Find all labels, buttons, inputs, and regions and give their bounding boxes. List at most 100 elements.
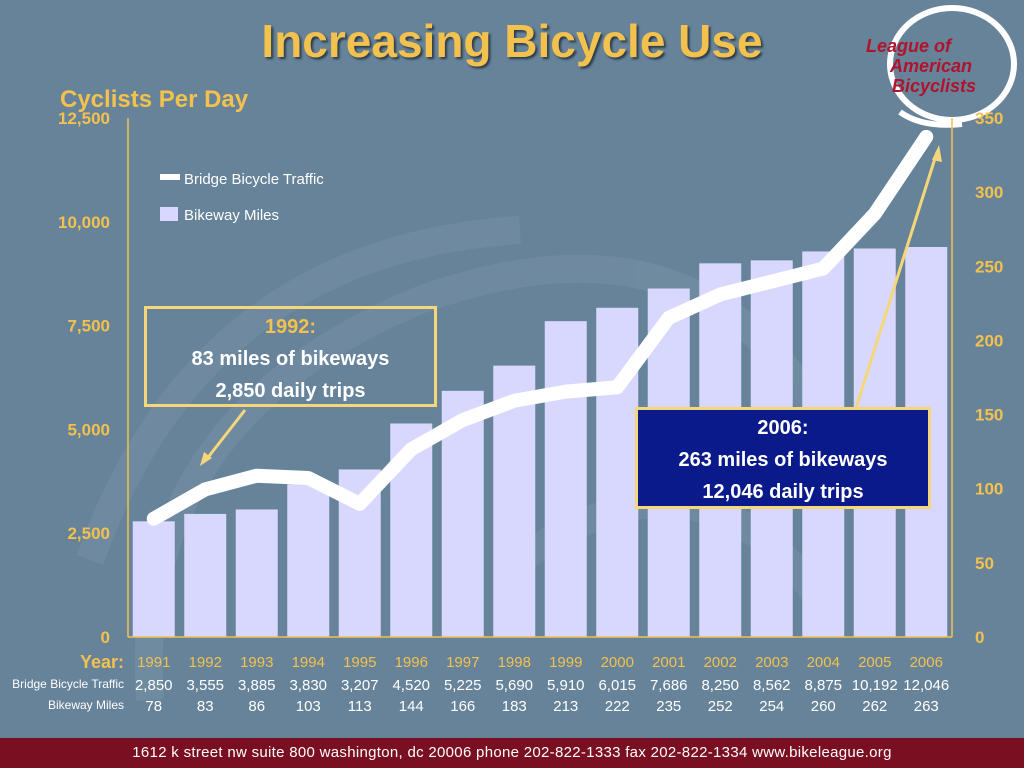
miles-cell: 166 <box>450 698 476 715</box>
year-cell: 2000 <box>600 654 634 671</box>
traffic-cell: 2,850 <box>134 677 173 694</box>
year-cell: 2005 <box>858 654 892 671</box>
year-cell: 1994 <box>291 654 325 671</box>
callout-1992-miles: 83 miles of bikeways <box>191 348 390 370</box>
arrowhead-2006 <box>932 145 942 162</box>
miles-cell: 103 <box>295 698 321 715</box>
traffic-cell: 5,910 <box>546 677 585 694</box>
traffic-point-2004 <box>822 267 825 270</box>
year-cell: 1991 <box>137 654 171 671</box>
miles-cell: 252 <box>707 698 733 715</box>
right-tick-label: 50 <box>975 554 994 573</box>
traffic-cell: 12,046 <box>903 677 950 694</box>
traffic-point-2001 <box>667 316 670 319</box>
miles-cell: 213 <box>553 698 579 715</box>
traffic-cell: 8,250 <box>701 677 740 694</box>
left-tick-label: 10,000 <box>58 213 110 232</box>
logo-line-1: League of <box>866 36 953 56</box>
traffic-point-2005 <box>873 212 876 215</box>
traffic-point-1993 <box>255 474 258 477</box>
y-axis-title: Cyclists Per Day <box>60 86 249 113</box>
callout-2006-trips: 12,046 daily trips <box>702 481 864 503</box>
callout-2006: 2006: 263 miles of bikeways 12,046 daily… <box>635 407 931 509</box>
traffic-point-1998 <box>513 399 516 402</box>
bar-1991 <box>132 521 175 637</box>
legend-bar-swatch <box>160 207 178 221</box>
legend-bar-label: Bikeway Miles <box>184 207 279 224</box>
traffic-cell: 3,885 <box>237 677 276 694</box>
traffic-cell: 3,830 <box>289 677 328 694</box>
miles-row-label: Bikeway Miles <box>47 698 124 712</box>
traffic-cell: 5,225 <box>443 677 482 694</box>
miles-cell: 235 <box>656 698 682 715</box>
miles-cell: 83 <box>196 698 214 715</box>
miles-cell: 254 <box>759 698 785 715</box>
traffic-point-2006 <box>925 135 928 138</box>
traffic-point-1997 <box>461 419 464 422</box>
traffic-cell: 3,207 <box>340 677 379 694</box>
traffic-point-1996 <box>410 448 413 451</box>
callout-1992-heading: 1992: <box>264 316 317 338</box>
year-cell: 1992 <box>188 654 222 671</box>
callout-2006-miles: 263 miles of bikeways <box>678 449 888 471</box>
right-tick-label: 150 <box>975 406 1003 425</box>
traffic-line <box>146 129 934 526</box>
year-cell: 1998 <box>497 654 531 671</box>
right-tick-label: 200 <box>975 331 1003 350</box>
legend-line-swatch <box>160 174 180 180</box>
left-tick-label: 2,500 <box>67 524 110 543</box>
year-cell: 1996 <box>394 654 428 671</box>
traffic-cell: 6,015 <box>598 677 637 694</box>
right-tick-label: 300 <box>975 183 1003 202</box>
right-tick-label: 100 <box>975 480 1003 499</box>
line-series <box>146 129 934 526</box>
traffic-cell: 8,875 <box>804 677 843 694</box>
year-cell: 2004 <box>806 654 840 671</box>
right-tick-label: 350 <box>975 109 1003 128</box>
league-logo: League of American Bicyclists <box>852 4 1024 134</box>
chart-axes: 0 2,500 5,000 7,500 10,000 12,500 0 50 100 150 200… <box>58 109 1003 647</box>
traffic-cell: 5,690 <box>495 677 534 694</box>
traffic-point-1991 <box>152 517 155 520</box>
traffic-cell: 10,192 <box>851 677 898 694</box>
traffic-row-label: Bridge Bicycle Traffic <box>12 677 124 691</box>
miles-cell: 78 <box>145 698 163 715</box>
traffic-point-2003 <box>770 280 773 283</box>
logo-line-3: Bicyclists <box>892 76 976 96</box>
miles-cell: 222 <box>604 698 630 715</box>
miles-cell: 263 <box>913 698 939 715</box>
arrow-1992 <box>204 409 247 461</box>
arrowhead-1992 <box>200 452 212 466</box>
traffic-point-2000 <box>616 386 619 389</box>
bar-1993 <box>235 509 278 637</box>
data-table: Year: Bridge Bicycle Traffic Bikeway Mil… <box>0 652 1024 718</box>
right-tick-label: 250 <box>975 257 1003 276</box>
traffic-point-1992 <box>204 488 207 491</box>
left-tick-label: 7,500 <box>67 317 110 336</box>
logo-line-2: American <box>889 56 972 76</box>
traffic-point-2002 <box>719 293 722 296</box>
miles-cell: 183 <box>501 698 527 715</box>
miles-cell: 86 <box>248 698 266 715</box>
traffic-cell: 4,520 <box>392 677 431 694</box>
miles-cell: 262 <box>862 698 888 715</box>
arrow-2006 <box>854 151 939 409</box>
bar-1999 <box>544 321 587 637</box>
traffic-cell: 8,562 <box>752 677 791 694</box>
traffic-cell: 7,686 <box>649 677 688 694</box>
callout-1992-trips: 2,850 daily trips <box>215 380 366 402</box>
left-tick-label: 0 <box>101 628 110 647</box>
year-row-label: Year: <box>79 652 124 672</box>
year-cell: 2002 <box>703 654 737 671</box>
bar-1994 <box>287 484 330 637</box>
footer-contact: 1612 k street nw suite 800 washington, d… <box>0 738 1024 768</box>
year-cell: 2003 <box>755 654 789 671</box>
year-cell: 1993 <box>240 654 274 671</box>
traffic-point-1999 <box>564 390 567 393</box>
traffic-cell: 3,555 <box>186 677 225 694</box>
legend: Bridge Bicycle Traffic Bikeway Miles <box>160 171 324 224</box>
bar-1992 <box>184 513 227 637</box>
miles-cell: 260 <box>810 698 836 715</box>
page-title: Increasing Bicycle Use <box>261 15 763 67</box>
year-cell: 2006 <box>909 654 943 671</box>
